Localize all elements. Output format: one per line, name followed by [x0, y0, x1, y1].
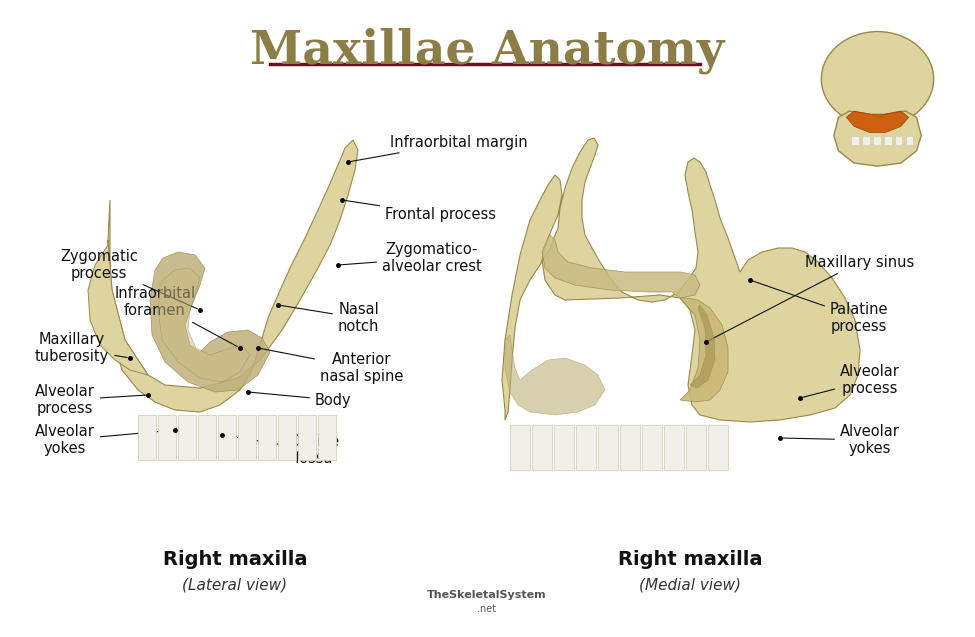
- Polygon shape: [542, 235, 700, 298]
- Polygon shape: [510, 425, 530, 470]
- Text: Right maxilla: Right maxilla: [163, 550, 307, 569]
- Polygon shape: [138, 415, 156, 460]
- Text: Zygomatico-
alveolar crest: Zygomatico- alveolar crest: [341, 242, 482, 274]
- Polygon shape: [298, 415, 316, 460]
- Polygon shape: [238, 415, 256, 460]
- Text: Maxillary sinus: Maxillary sinus: [709, 255, 915, 341]
- Text: Right maxilla: Right maxilla: [618, 550, 762, 569]
- Polygon shape: [532, 425, 552, 470]
- Polygon shape: [158, 415, 176, 460]
- Text: .net: .net: [478, 604, 496, 614]
- Text: Infraorbital margin: Infraorbital margin: [351, 134, 527, 162]
- Polygon shape: [598, 425, 618, 470]
- Polygon shape: [554, 425, 574, 470]
- Text: Alveolar
process: Alveolar process: [802, 364, 900, 397]
- Polygon shape: [158, 268, 250, 382]
- Polygon shape: [906, 136, 914, 145]
- Polygon shape: [502, 138, 860, 422]
- Ellipse shape: [821, 32, 934, 126]
- Text: Palatine
process: Palatine process: [753, 281, 888, 334]
- Text: Alveolar
process: Alveolar process: [35, 384, 145, 416]
- Text: TheSkeletalSystem: TheSkeletalSystem: [427, 590, 547, 600]
- Text: Maxillary
tuberosity: Maxillary tuberosity: [35, 332, 128, 364]
- Polygon shape: [88, 240, 148, 375]
- Polygon shape: [690, 305, 715, 388]
- Polygon shape: [218, 415, 236, 460]
- Polygon shape: [642, 425, 662, 470]
- Polygon shape: [664, 425, 684, 470]
- Text: Alveolar
yokes: Alveolar yokes: [783, 424, 900, 456]
- Polygon shape: [708, 425, 728, 470]
- Text: Body: Body: [251, 392, 352, 408]
- Polygon shape: [686, 425, 706, 470]
- Polygon shape: [680, 298, 728, 402]
- Text: Frontal process: Frontal process: [345, 201, 496, 222]
- Text: Zygomatic
process: Zygomatic process: [60, 249, 198, 309]
- Polygon shape: [846, 111, 909, 132]
- Text: Maxillae Anatomy: Maxillae Anatomy: [250, 27, 724, 73]
- Text: (Medial view): (Medial view): [639, 578, 741, 593]
- Text: Anterior
nasal spine: Anterior nasal spine: [260, 348, 404, 384]
- Polygon shape: [108, 140, 358, 412]
- Polygon shape: [576, 425, 596, 470]
- Polygon shape: [150, 252, 270, 392]
- Polygon shape: [873, 136, 880, 145]
- Polygon shape: [834, 111, 921, 166]
- Polygon shape: [883, 136, 891, 145]
- Polygon shape: [318, 415, 336, 460]
- Polygon shape: [198, 415, 216, 460]
- Text: Infraorbital
foramen: Infraorbital foramen: [114, 286, 238, 347]
- Text: (Lateral view): (Lateral view): [182, 578, 288, 593]
- Polygon shape: [505, 335, 605, 415]
- Polygon shape: [620, 425, 640, 470]
- Polygon shape: [178, 415, 196, 460]
- Text: Nasal
notch: Nasal notch: [281, 302, 379, 334]
- Polygon shape: [862, 136, 870, 145]
- Polygon shape: [278, 415, 296, 460]
- Polygon shape: [258, 415, 276, 460]
- Text: Canine
fossa: Canine fossa: [225, 434, 339, 466]
- Polygon shape: [851, 136, 859, 145]
- Text: Alveolar
yokes: Alveolar yokes: [35, 424, 173, 456]
- Polygon shape: [895, 136, 903, 145]
